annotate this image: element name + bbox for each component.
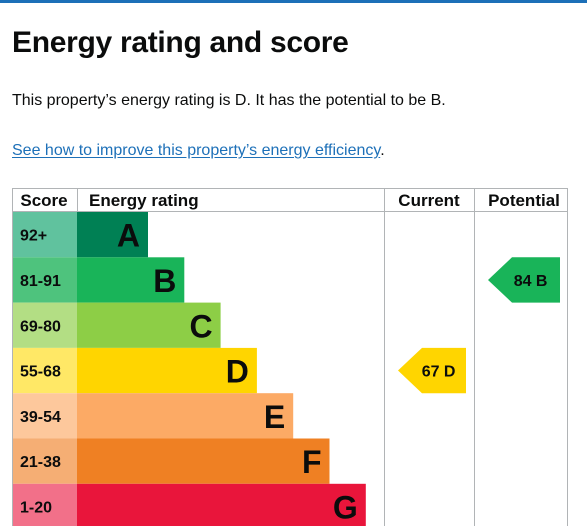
band-range-g: 1-20: [20, 499, 52, 516]
improve-suffix: .: [380, 142, 385, 159]
band-row-b: 81-91 B: [13, 257, 185, 303]
current-rating-marker-label: 67 D: [422, 364, 456, 381]
band-letter-b: B: [153, 263, 176, 299]
band-range-c: 69-80: [20, 318, 61, 335]
header-energy-rating: Energy rating: [89, 191, 199, 210]
rating-markers: 67 D 84 B: [398, 257, 560, 394]
band-bar-b: [77, 257, 185, 303]
band-score-cell-a: [13, 212, 77, 258]
band-score-cell-d: [13, 347, 77, 394]
improve-paragraph: See how to improve this property’s energ…: [12, 141, 385, 161]
band-score-cell-e: [13, 393, 77, 439]
band-range-f: 21-38: [20, 454, 61, 471]
band-range-a: 92+: [20, 228, 47, 245]
band-bar-a: [77, 212, 148, 258]
band-score-cell-g: [13, 483, 77, 526]
band-bar-g: [77, 483, 366, 526]
header-score: Score: [20, 191, 67, 210]
band-bar-e: [77, 393, 294, 439]
band-range-d: 55-68: [20, 364, 61, 381]
band-letter-c: C: [189, 308, 212, 344]
current-rating-marker: 67 D: [398, 347, 466, 394]
improve-efficiency-link[interactable]: See how to improve this property’s energ…: [12, 142, 381, 159]
rating-bands: 92+ A 81-91 B 69-80 C 55-68 D 39-54 E 21-38 F 1-20 G: [13, 212, 366, 526]
band-row-c: 69-80 C: [13, 302, 221, 348]
chart-headers: Score Energy rating Current Potential: [20, 191, 560, 210]
band-row-g: 1-20 G: [13, 483, 366, 526]
potential-rating-marker: 84 B: [488, 257, 560, 303]
band-score-cell-c: [13, 302, 77, 348]
current-rating-marker-arrow: [398, 347, 466, 394]
band-letter-d: D: [226, 354, 249, 390]
band-letter-f: F: [302, 444, 322, 480]
page-title: Energy rating and score: [12, 26, 349, 59]
potential-rating-marker-arrow: [488, 257, 560, 303]
band-bar-d: [77, 347, 257, 394]
potential-rating-marker-label: 84 B: [514, 273, 548, 290]
header-potential: Potential: [488, 191, 560, 210]
band-bar-c: [77, 302, 221, 348]
band-row-e: 39-54 E: [13, 393, 294, 439]
band-row-a: 92+ A: [13, 212, 148, 258]
band-letter-g: G: [333, 489, 358, 525]
header-current: Current: [398, 191, 460, 210]
band-row-d: 55-68 D: [13, 347, 257, 394]
band-letter-e: E: [264, 399, 285, 435]
band-score-cell-b: [13, 257, 77, 303]
band-range-b: 81-91: [20, 273, 61, 290]
band-score-cell-f: [13, 438, 77, 484]
band-row-f: 21-38 F: [13, 438, 330, 484]
band-letter-a: A: [117, 218, 140, 254]
chart-grid: [12, 188, 568, 526]
band-bar-f: [77, 438, 330, 484]
band-range-e: 39-54: [20, 409, 61, 426]
brand-rule: [0, 0, 587, 3]
rating-summary: This property’s energy rating is D. It h…: [12, 92, 446, 109]
